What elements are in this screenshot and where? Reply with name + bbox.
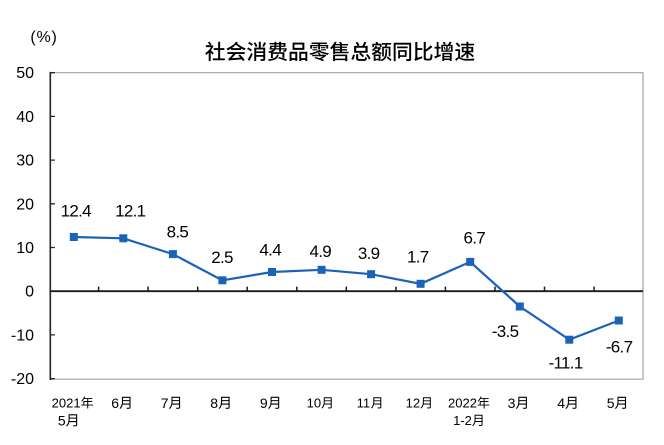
- svg-text:6.7: 6.7: [464, 228, 486, 247]
- svg-text:12.1: 12.1: [115, 202, 146, 221]
- svg-text:0: 0: [25, 284, 34, 301]
- svg-text:4.4: 4.4: [259, 241, 281, 260]
- svg-text:4: 4: [557, 395, 565, 411]
- svg-text:2021: 2021: [52, 396, 81, 411]
- svg-text:2.5: 2.5: [211, 248, 233, 267]
- svg-text:5: 5: [607, 395, 615, 411]
- svg-text:5: 5: [58, 412, 66, 428]
- svg-text:12.4: 12.4: [61, 202, 92, 221]
- svg-text:9: 9: [260, 395, 268, 411]
- svg-text:30: 30: [16, 153, 34, 170]
- svg-text:1.7: 1.7: [407, 247, 429, 266]
- svg-text:20: 20: [16, 196, 34, 213]
- svg-text:3.9: 3.9: [358, 244, 380, 263]
- svg-text:(%): (%): [30, 29, 57, 46]
- svg-text:4.9: 4.9: [310, 242, 332, 261]
- svg-text:3: 3: [508, 395, 516, 411]
- svg-text:8.5: 8.5: [167, 223, 189, 242]
- svg-text:-10: -10: [11, 327, 34, 344]
- svg-text:-20: -20: [11, 371, 34, 388]
- svg-text:50: 50: [16, 65, 34, 82]
- svg-text:-3.5: -3.5: [492, 322, 519, 341]
- svg-text:12: 12: [406, 396, 420, 411]
- svg-text:40: 40: [16, 109, 34, 126]
- svg-text:-11.1: -11.1: [549, 354, 583, 373]
- svg-text:7: 7: [161, 395, 169, 411]
- svg-text:6: 6: [111, 395, 119, 411]
- svg-text:10: 10: [307, 396, 321, 411]
- svg-text:2022: 2022: [448, 396, 477, 411]
- svg-text:10: 10: [16, 240, 34, 257]
- svg-text:1-2: 1-2: [453, 413, 472, 428]
- svg-text:8: 8: [210, 395, 218, 411]
- svg-text:-6.7: -6.7: [606, 338, 633, 357]
- svg-text:11: 11: [357, 396, 371, 411]
